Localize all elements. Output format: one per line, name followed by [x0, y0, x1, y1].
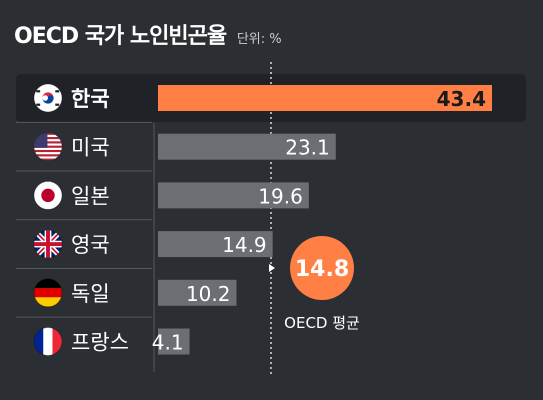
value-label: 19.6 — [258, 184, 303, 208]
bar — [158, 328, 190, 355]
value-label: 43.4 — [437, 87, 486, 111]
value-label: 10.2 — [186, 282, 231, 306]
unit-label: 단위: % — [236, 32, 282, 47]
average-pointer — [269, 264, 275, 272]
usa-flag-icon — [33, 132, 63, 162]
uk-flag-icon — [33, 229, 63, 259]
japan-flag-icon — [33, 180, 63, 210]
average-circle — [290, 236, 354, 300]
bar — [158, 85, 492, 111]
category-label: 미국 — [71, 136, 110, 160]
category-label: 영국 — [71, 233, 110, 257]
france-flag-icon — [33, 327, 63, 356]
bar — [158, 231, 273, 258]
germany-flag-icon — [33, 278, 63, 308]
bar — [158, 279, 237, 306]
value-label: 14.9 — [222, 233, 267, 257]
korea-flag-icon — [33, 83, 63, 113]
category-label: 일본 — [71, 184, 110, 208]
category-label: 독일 — [71, 282, 110, 306]
value-label: 4.1 — [152, 331, 184, 355]
bar — [158, 182, 309, 209]
value-label: 23.1 — [285, 136, 330, 160]
category-label: 한국 — [71, 87, 110, 111]
category-label: 프랑스 — [71, 331, 129, 355]
average-label: OECD 평균 — [284, 314, 360, 332]
chart-title: OECD 국가 노인빈곤율 단위: % — [14, 18, 282, 50]
average-value-label: 14.8 — [295, 257, 349, 282]
title-text: OECD 국가 노인빈곤율 — [14, 24, 227, 49]
bar — [158, 133, 336, 160]
